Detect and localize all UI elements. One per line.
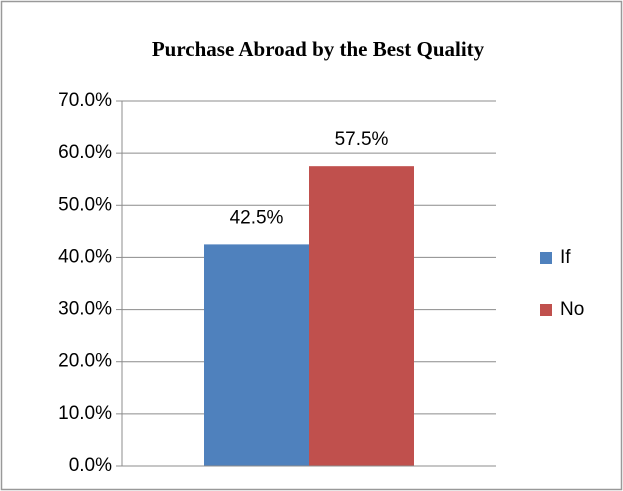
y-tick-label: 70.0% (58, 90, 112, 111)
legend-swatch (540, 304, 552, 316)
legend-label: No (560, 299, 584, 320)
bar (204, 244, 309, 466)
data-label: 42.5% (230, 207, 284, 228)
y-tick-label: 60.0% (58, 142, 112, 163)
data-label: 57.5% (335, 129, 389, 150)
y-tick-label: 0.0% (69, 455, 112, 476)
legend-swatch (540, 252, 552, 264)
y-tick-label: 10.0% (58, 403, 112, 424)
y-tick-label: 40.0% (58, 246, 112, 267)
y-tick-label: 50.0% (58, 194, 112, 215)
legend-label: If (560, 247, 571, 268)
bar (309, 166, 414, 466)
y-tick-label: 30.0% (58, 299, 112, 320)
y-tick-label: 20.0% (58, 351, 112, 372)
chart-title: Purchase Abroad by the Best Quality (152, 37, 485, 61)
